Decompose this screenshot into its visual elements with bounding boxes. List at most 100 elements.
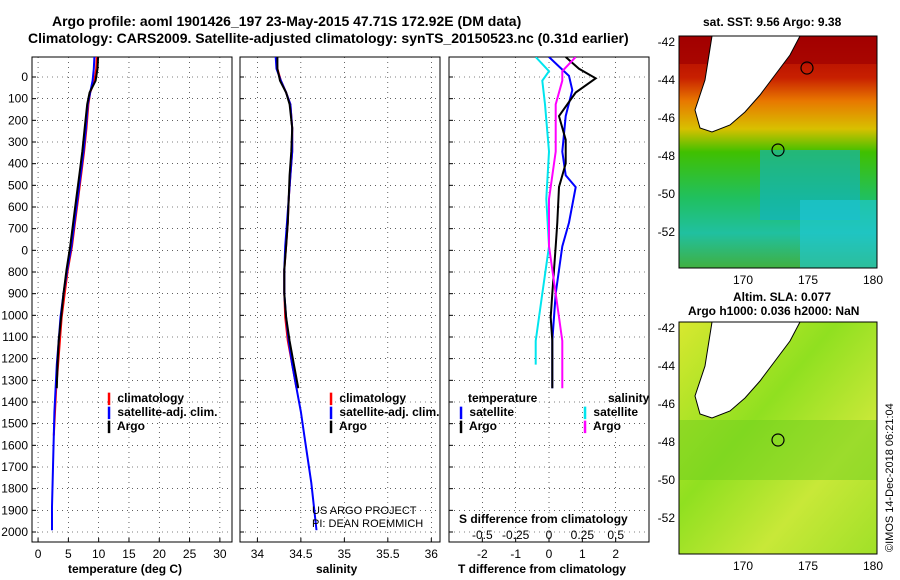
map-tick-labels: 170 175 180 -42 -44 -46 -48 -50 -52 170 175 180 -42 -… bbox=[658, 35, 884, 573]
legend-argo: Argo bbox=[116, 419, 145, 433]
x-tick-label: 1 bbox=[579, 547, 586, 561]
map-y-tick-label: -50 bbox=[658, 187, 676, 201]
map-y-tick-label: -44 bbox=[658, 359, 676, 373]
series-line-temperature-satellite bbox=[548, 57, 577, 389]
depth-tick-label: 800 bbox=[8, 265, 28, 279]
legend-satellite-adj: satellite-adj. clim. bbox=[117, 405, 218, 419]
depth-tick-label: 500 bbox=[8, 178, 28, 192]
secondary-x-tick-label: 0.5 bbox=[607, 528, 624, 542]
sla-float-position bbox=[771, 433, 785, 447]
depth-tick-label: 2000 bbox=[1, 525, 28, 539]
depth-tick-label: 1500 bbox=[1, 417, 28, 431]
depth-tick-label: 1200 bbox=[1, 352, 28, 366]
map-y-tick-label: -42 bbox=[658, 35, 676, 49]
legend-temperature-title: temperature bbox=[468, 391, 538, 405]
x-tick-label: -2 bbox=[477, 547, 488, 561]
depth-tick-label: 0 bbox=[21, 243, 28, 257]
depth-tick-label: 300 bbox=[8, 135, 28, 149]
annotation-line-1: US ARGO PROJECT bbox=[312, 505, 417, 517]
depth-tick-label: 1600 bbox=[1, 438, 28, 452]
map-y-tick-label: -42 bbox=[658, 321, 676, 335]
x-tick-label: 15 bbox=[122, 547, 136, 561]
sst-map bbox=[678, 35, 878, 269]
profile-series bbox=[51, 57, 598, 531]
new-zealand-land-sla bbox=[694, 321, 801, 419]
sla-map bbox=[678, 321, 878, 555]
map-x-tick-label: 180 bbox=[863, 559, 883, 573]
salinity-legend: ❙ climatology ❙ satellite-adj. clim. ❙ A… bbox=[326, 391, 440, 433]
x-tick-label: 34.5 bbox=[289, 547, 313, 561]
map-x-tick-label: 175 bbox=[798, 273, 818, 287]
depth-tick-label: 1900 bbox=[1, 503, 28, 517]
map-y-tick-label: -46 bbox=[658, 111, 676, 125]
map-x-tick-label: 170 bbox=[733, 559, 753, 573]
depth-tick-label: 1000 bbox=[1, 308, 28, 322]
legend-argo: Argo bbox=[338, 419, 367, 433]
map-x-tick-label: 180 bbox=[863, 273, 883, 287]
series-line-climatology bbox=[52, 57, 98, 436]
legend-s-satellite: satellite bbox=[593, 405, 639, 419]
series-line-argo bbox=[55, 57, 100, 389]
s-difference-axis-label: S difference from climatology bbox=[459, 512, 628, 526]
depth-tick-label: 900 bbox=[8, 287, 28, 301]
secondary-x-tick-label: 0.25 bbox=[571, 528, 595, 542]
sst-float-marker bbox=[800, 61, 814, 75]
legend-salinity-title: salinity bbox=[608, 391, 650, 405]
depth-tick-label: 600 bbox=[8, 200, 28, 214]
series-line-salinity-satellite bbox=[534, 57, 551, 365]
depth-tick-label: 700 bbox=[8, 222, 28, 236]
map-y-tick-label: -46 bbox=[658, 397, 676, 411]
series-line-argo bbox=[276, 57, 300, 389]
x-tick-label: 35 bbox=[338, 547, 352, 561]
temperature-legend: ❙ climatology ❙ satellite-adj. clim. ❙ A… bbox=[104, 391, 218, 433]
x-tick-label: 20 bbox=[153, 547, 167, 561]
sla-map-title-line2: Argo h1000: 0.036 h2000: NaN bbox=[688, 304, 860, 318]
t-difference-axis-label: T difference from climatology bbox=[458, 562, 627, 576]
legend-climatology: climatology bbox=[339, 391, 407, 405]
map-y-tick-label: -52 bbox=[658, 511, 676, 525]
new-zealand-land-sst bbox=[694, 35, 801, 133]
x-tick-label: 35.5 bbox=[376, 547, 400, 561]
x-tick-labels: 0 5 10 15 20 25 30 34 34.5 35 35.5 36 -2 -1 0 1 2 -0.5 -0.… bbox=[35, 528, 625, 561]
secondary-x-tick-label: -0.5 bbox=[472, 528, 493, 542]
sst-map-title: sat. SST: 9.56 Argo: 9.38 bbox=[703, 15, 842, 29]
series-line-salinity-argo bbox=[548, 57, 577, 389]
series-line-satellite-adj-clim- bbox=[51, 57, 96, 531]
depth-tick-label: 1800 bbox=[1, 482, 28, 496]
x-tick-label: 34 bbox=[251, 547, 265, 561]
x-tick-label: 2 bbox=[612, 547, 619, 561]
x-tick-label: 25 bbox=[183, 547, 197, 561]
legend-t-satellite: satellite bbox=[469, 405, 515, 419]
depth-tick-label: 100 bbox=[8, 92, 28, 106]
secondary-x-tick-label: 0 bbox=[546, 528, 553, 542]
legend-satellite-adj: satellite-adj. clim. bbox=[339, 405, 440, 419]
figure-title-line1: Argo profile: aoml 1901426_197 23-May-20… bbox=[52, 13, 522, 29]
difference-legend-temperature: temperature ❙ satellite ❙ Argo bbox=[456, 391, 538, 433]
sla-map-title-line1: Altim. SLA: 0.077 bbox=[733, 290, 832, 304]
map-y-tick-label: -52 bbox=[658, 225, 676, 239]
map-y-tick-label: -48 bbox=[658, 435, 676, 449]
project-annotation: US ARGO PROJECT PI: DEAN ROEMMICH bbox=[312, 505, 423, 531]
map-y-tick-label: -50 bbox=[658, 473, 676, 487]
legend-s-argo: Argo bbox=[592, 419, 621, 433]
difference-legend-salinity: salinity ❙ satellite ❙ Argo bbox=[580, 391, 650, 433]
map-x-tick-label: 170 bbox=[733, 273, 753, 287]
depth-tick-label: 1100 bbox=[2, 330, 28, 344]
map-y-tick-label: -48 bbox=[658, 149, 676, 163]
x-tick-label: -1 bbox=[510, 547, 521, 561]
series-line-temperature-argo bbox=[549, 57, 598, 389]
depth-tick-label: 1700 bbox=[1, 460, 28, 474]
x-tick-label: 0 bbox=[35, 547, 42, 561]
x-tick-label: 5 bbox=[65, 547, 72, 561]
annotation-line-2: PI: DEAN ROEMMICH bbox=[312, 518, 424, 530]
x-tick-label: 10 bbox=[92, 547, 106, 561]
depth-tick-label: 1300 bbox=[1, 373, 28, 387]
sst-float-position bbox=[771, 143, 785, 157]
map-x-tick-label: 175 bbox=[798, 559, 818, 573]
secondary-x-tick-label: -0.25 bbox=[502, 528, 530, 542]
depth-tick-label: 0 bbox=[21, 70, 28, 84]
legend-t-argo: Argo bbox=[468, 419, 497, 433]
salinity-panel-frame bbox=[239, 56, 441, 543]
depth-tick-labels: 0 100 200 300 400 500 600 700 0 800 900 1000 1100 120… bbox=[1, 70, 28, 539]
